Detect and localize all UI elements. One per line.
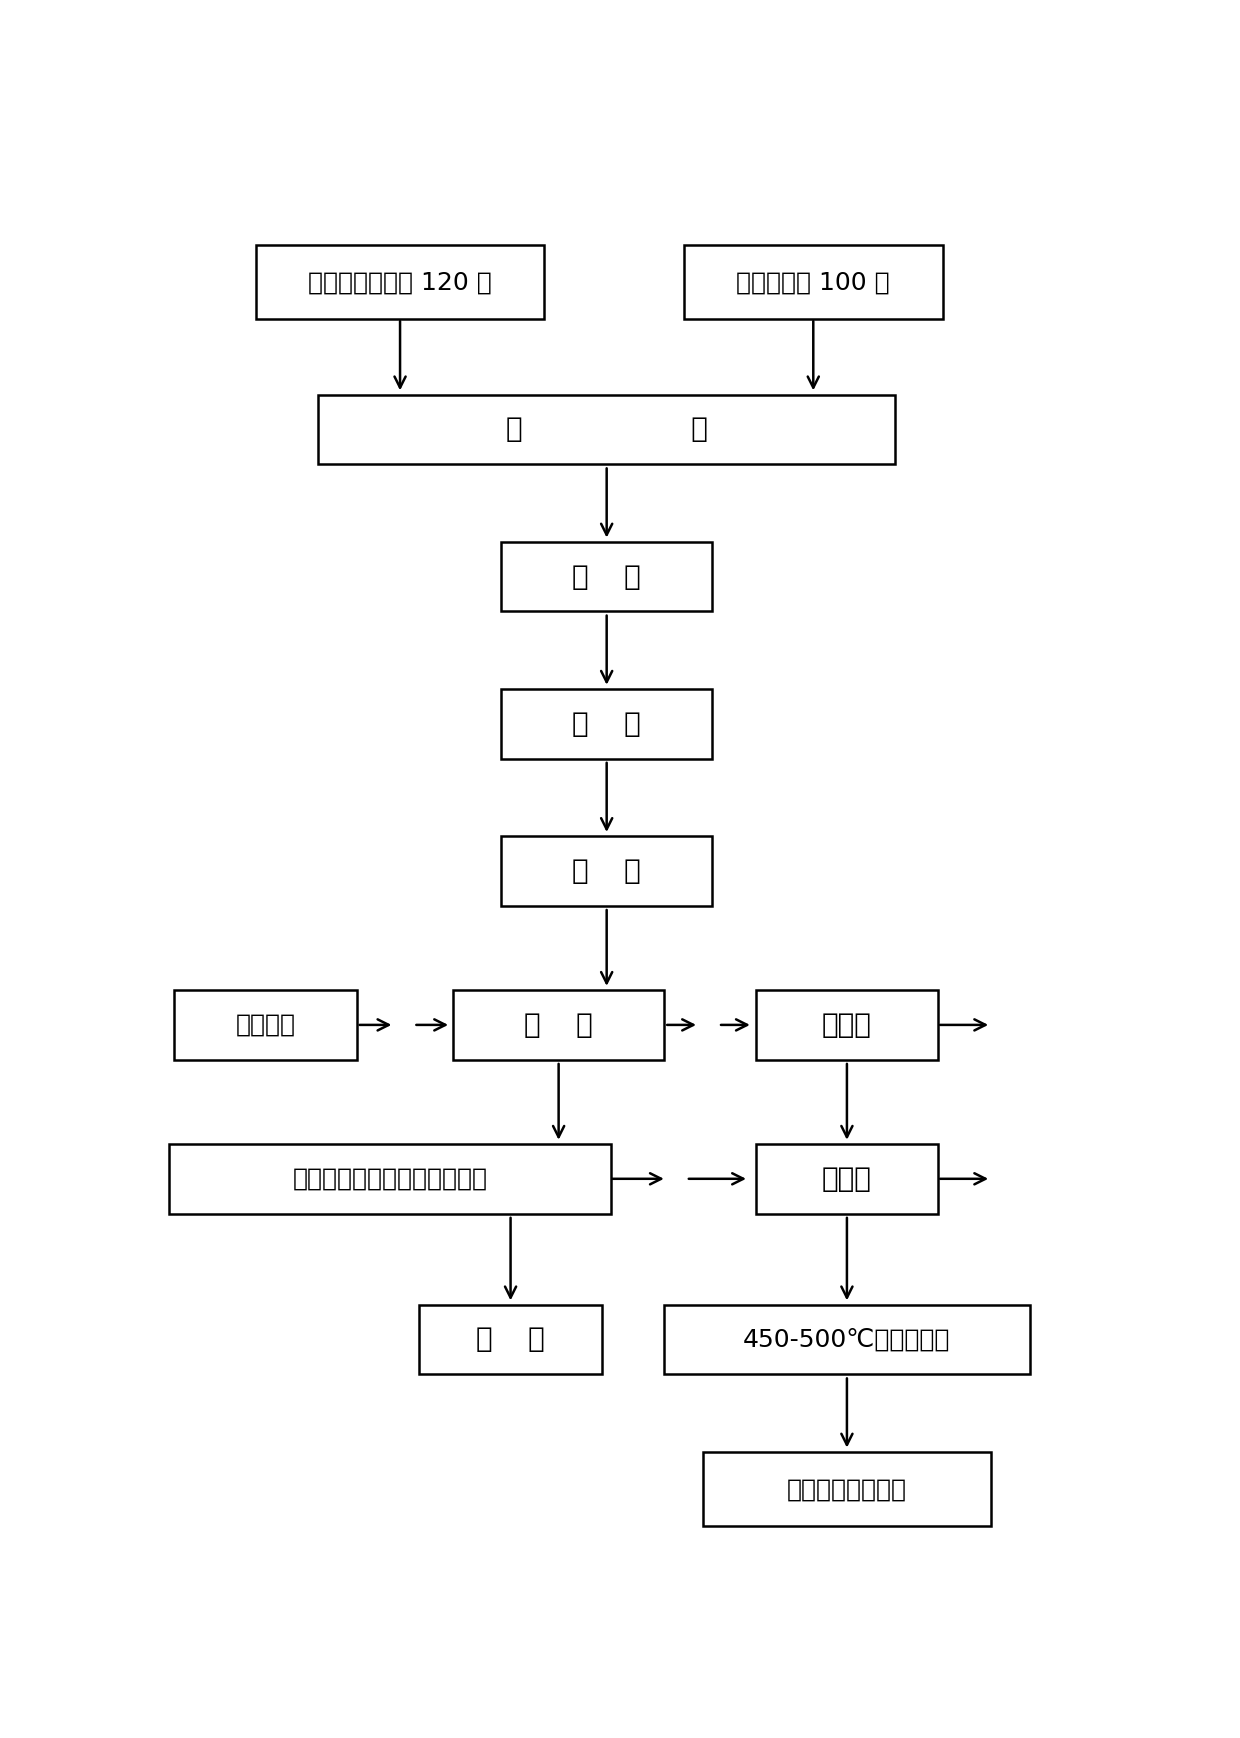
Text: 高纯度的结晶环镶: 高纯度的结晶环镶 (787, 1477, 906, 1502)
Text: 兰炭磨细至 100 目: 兰炭磨细至 100 目 (737, 269, 890, 294)
FancyBboxPatch shape (174, 991, 357, 1060)
FancyBboxPatch shape (255, 245, 544, 320)
Text: 450-500℃条件下结晶: 450-500℃条件下结晶 (743, 1328, 951, 1352)
Text: 冶    炼: 冶 炼 (525, 1012, 593, 1039)
FancyBboxPatch shape (501, 542, 712, 612)
Text: 压    制: 压 制 (573, 563, 641, 591)
Text: 镶蔑汽: 镶蔑汽 (822, 1012, 872, 1039)
Text: 排    渣: 排 渣 (476, 1326, 544, 1354)
Text: 镶蔑汽: 镶蔑汽 (822, 1164, 872, 1192)
FancyBboxPatch shape (319, 395, 895, 464)
FancyBboxPatch shape (453, 991, 665, 1060)
Text: 微波加热: 微波加热 (236, 1013, 295, 1038)
Text: 微波延时效应和余热加热还原: 微波延时效应和余热加热还原 (293, 1166, 489, 1191)
FancyBboxPatch shape (665, 1305, 1029, 1375)
FancyBboxPatch shape (501, 688, 712, 758)
Text: 镶    砖: 镶 砖 (573, 709, 641, 739)
FancyBboxPatch shape (170, 1144, 611, 1213)
Text: 菱镶矿石磨细至 120 目: 菱镶矿石磨细至 120 目 (309, 269, 492, 294)
FancyBboxPatch shape (419, 1305, 601, 1375)
FancyBboxPatch shape (703, 1453, 991, 1526)
Text: 预    热: 预 热 (573, 857, 641, 885)
FancyBboxPatch shape (755, 1144, 939, 1213)
Text: 混                   合: 混 合 (506, 415, 708, 443)
FancyBboxPatch shape (755, 991, 939, 1060)
FancyBboxPatch shape (683, 245, 944, 320)
FancyBboxPatch shape (501, 836, 712, 905)
